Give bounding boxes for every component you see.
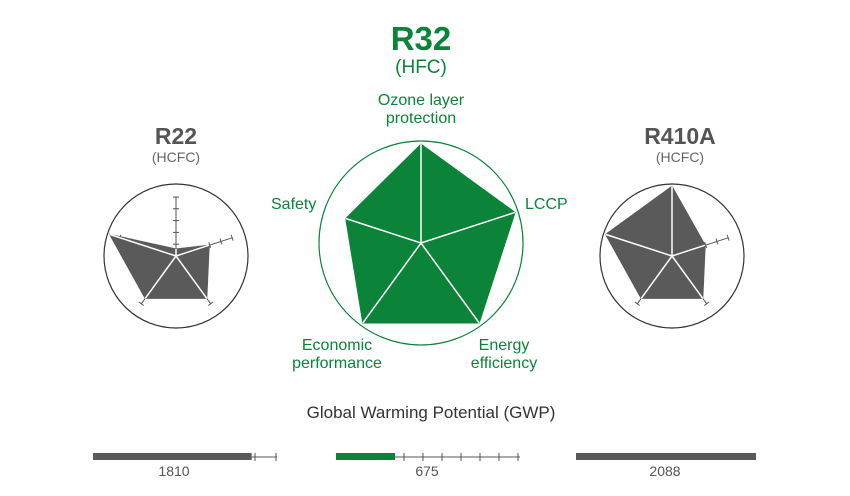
gwp-label-r32: 675 [415,463,439,479]
r32-radar-spoke-4 [345,217,422,244]
r22-radar-polygon [108,233,210,299]
r22-radar-spoke-2 [175,255,208,299]
r22-radar-tick-2-5 [208,301,214,306]
r32-radar-circle [318,140,524,346]
r410a-radar-circle [599,183,745,329]
r22-radar-tick-1-5 [230,234,234,241]
r410a-radar-spoke-2 [671,255,704,299]
axis-label-energy-line2: efficiency [470,355,538,373]
r410a-radar-tick-2-5 [704,301,710,306]
r410a-radar-polygon [604,185,706,299]
r22-radar-spoke-4 [109,233,177,257]
r410a-radar-tick-1-3 [704,242,708,249]
r22-radar-spoke-3 [144,255,177,299]
r22-radar-circle [103,183,249,329]
axis-label-energy: Energy efficiency [471,337,537,374]
r22-radar-tick-1-4 [219,238,223,245]
r32-title: R32 [390,20,452,57]
r22-subtitle: (HCFC) [151,149,201,165]
r410a-radar-spoke-3 [640,255,673,299]
r410a-radar-tick-3-5 [634,301,640,306]
r410a-title: R410A [644,123,716,149]
gwp-label-r410a: 2088 [649,463,681,479]
axis-label-energy-line1: Energy [478,337,530,354]
axis-label-economic-line2: performance [292,355,382,373]
axis-label-ozone-line1: Ozone layer [377,92,465,109]
gwp-title: Global Warming Potential (GWP) [306,403,556,422]
r32-gwp-bar [336,453,396,460]
r410a-radar-spoke-4 [605,233,673,257]
r410a-radar-tick-1-5 [726,234,730,241]
r410a-radar-tick-1-4 [715,238,719,245]
r410a-gwp-bar [576,453,756,460]
r22-gwp-bar [93,453,252,460]
r32-radar-spoke-2 [420,242,480,324]
r32-radar-spoke-1 [420,211,516,244]
r22-title: R22 [154,123,198,149]
gwp-label-r22: 1810 [158,463,190,479]
r22-radar-spoke-1 [175,244,210,257]
axis-label-ozone-line2: protection [385,110,457,128]
r32-radar-polygon [345,143,516,324]
r410a-radar-spoke-1 [671,244,706,257]
r410a-subtitle: (HCFC) [655,149,705,165]
r22-radar-tick-3-5 [138,301,144,306]
axis-label-safety: Safety [271,196,317,213]
axis-label-ozone: Ozone layer protection [378,92,464,129]
axis-label-economic-line1: Economic [301,337,373,354]
axis-label-economic: Economic performance [292,337,382,374]
r32-radar-spoke-3 [362,242,422,324]
axis-label-lccp: LCCP [525,196,568,213]
r32-subtitle: (HFC) [395,57,447,78]
